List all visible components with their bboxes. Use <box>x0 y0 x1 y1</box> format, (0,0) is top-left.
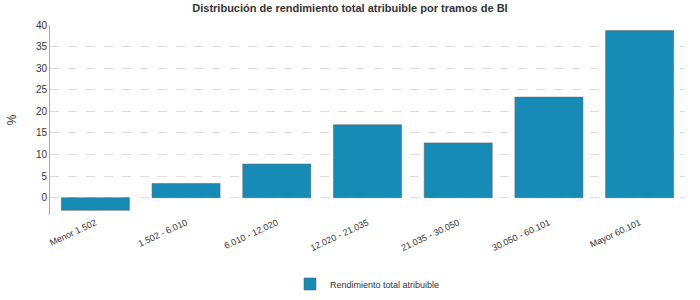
svg-text:Distribución de rendimiento to: Distribución de rendimiento total atribu… <box>192 2 507 14</box>
svg-text:15: 15 <box>36 127 48 138</box>
svg-text:35: 35 <box>36 41 48 52</box>
svg-text:%: % <box>5 114 19 125</box>
svg-text:40: 40 <box>36 20 48 31</box>
svg-text:21.035 - 30.050: 21.035 - 30.050 <box>400 217 461 253</box>
svg-text:12.020 - 21.035: 12.020 - 21.035 <box>309 217 370 253</box>
svg-text:Menor 1.502: Menor 1.502 <box>48 217 98 247</box>
svg-text:Rendimiento total atribuible: Rendimiento total atribuible <box>330 280 439 290</box>
svg-text:30.050 - 60.101: 30.050 - 60.101 <box>490 217 551 253</box>
svg-text:1.502 - 6.010: 1.502 - 6.010 <box>137 217 189 248</box>
svg-text:20: 20 <box>36 106 48 117</box>
svg-text:5: 5 <box>41 171 47 182</box>
svg-text:10: 10 <box>36 149 48 160</box>
svg-text:25: 25 <box>36 84 48 95</box>
svg-text:30: 30 <box>36 63 48 74</box>
svg-text:6.010 - 12.020: 6.010 - 12.020 <box>223 217 280 251</box>
svg-text:0: 0 <box>41 192 47 203</box>
svg-text:Mayor 60.101: Mayor 60.101 <box>588 217 642 249</box>
